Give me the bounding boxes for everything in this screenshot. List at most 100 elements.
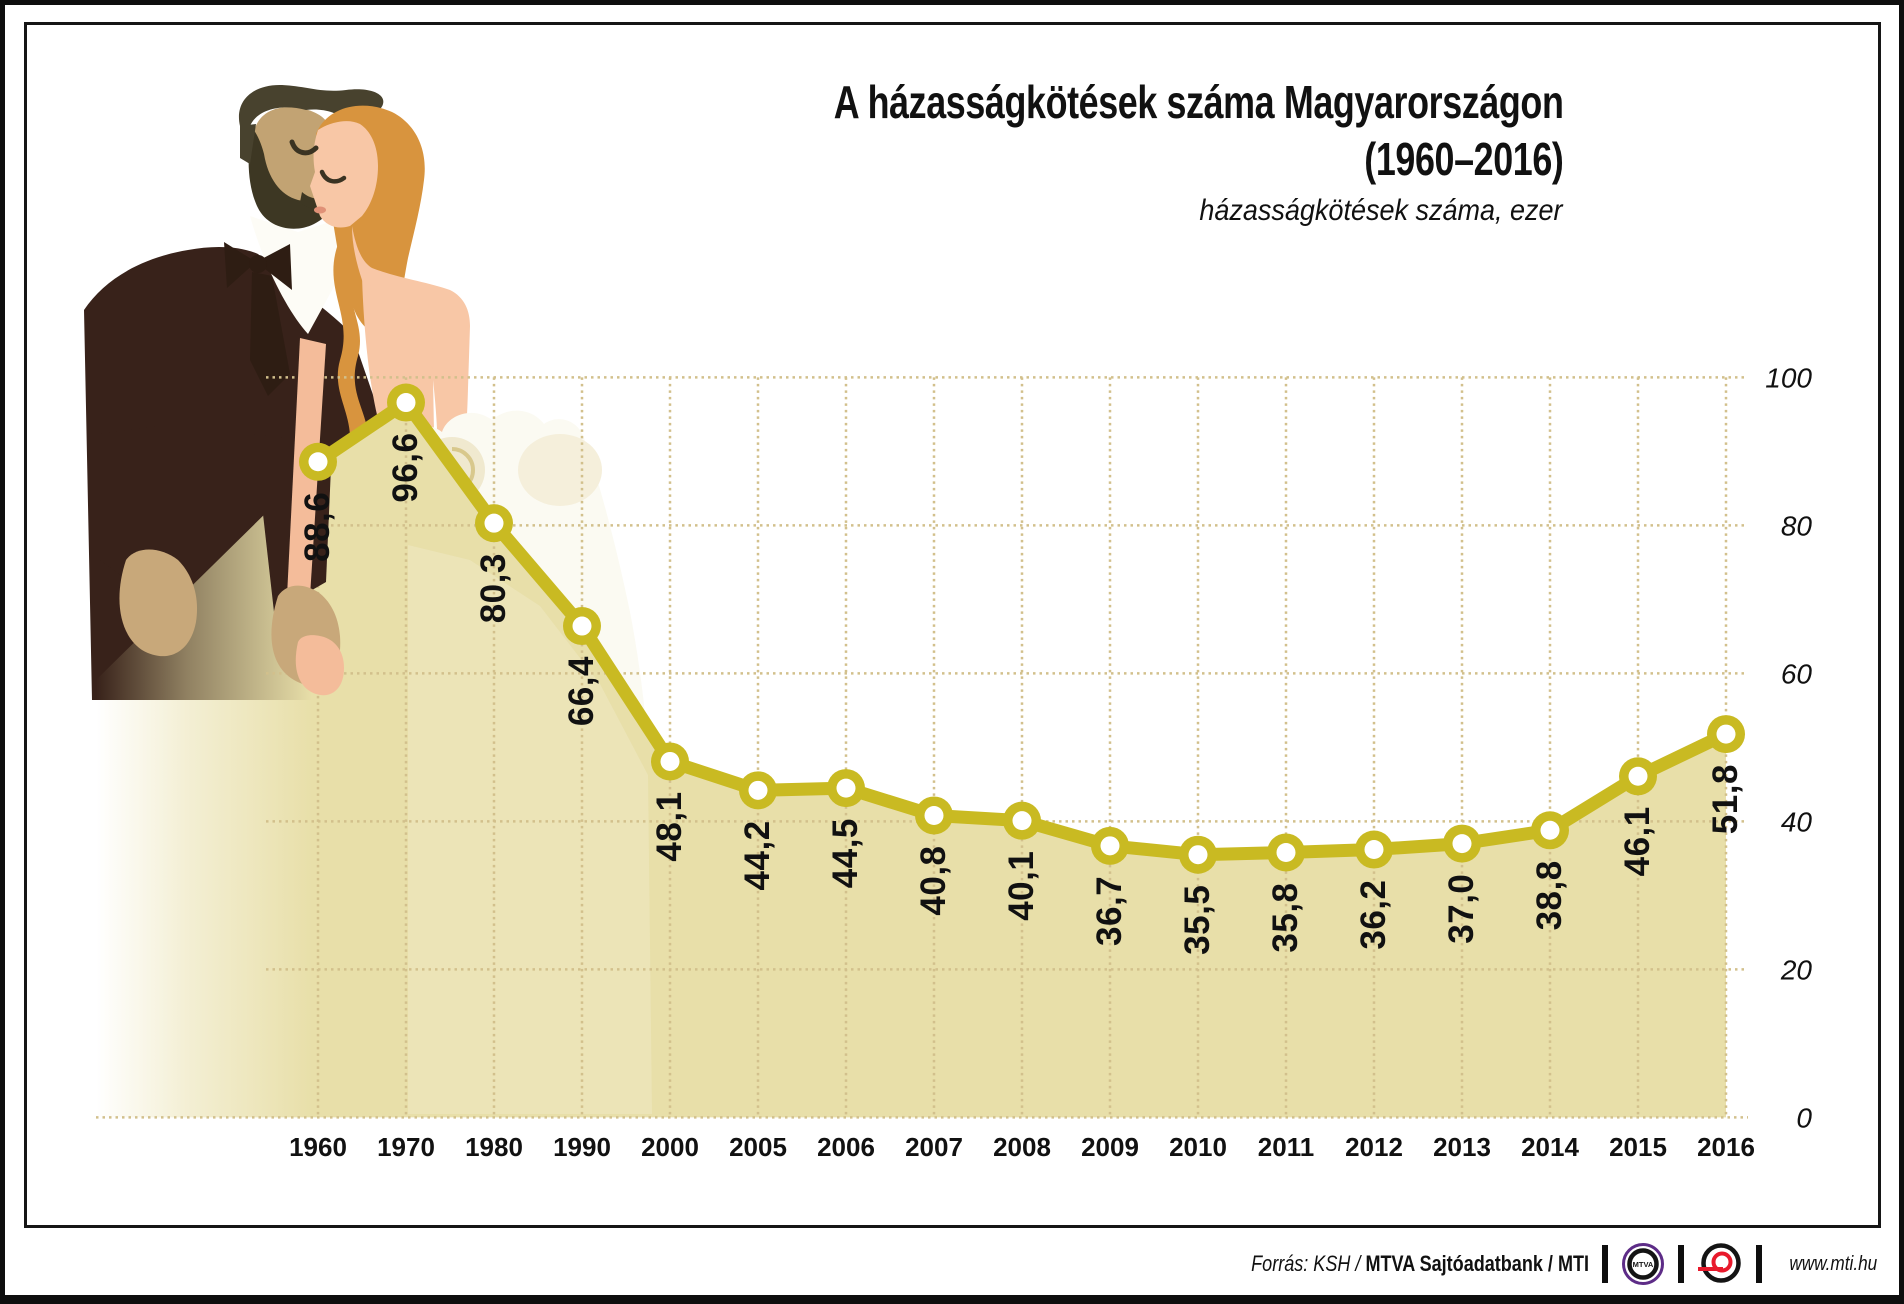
marker-inner-2011 (1276, 842, 1296, 862)
value-label-2010: 35,5 (1178, 885, 1217, 955)
marker-inner-2006 (836, 778, 856, 798)
mti-logo-icon (1697, 1243, 1741, 1283)
footer-divider (1755, 1245, 1762, 1283)
source-sep-1: / (1355, 1251, 1361, 1276)
bride-arm (352, 226, 470, 496)
mtva-logo-text: MTVA (1632, 1260, 1653, 1269)
x-axis-labels: 1960 1970 1980 1990 2000 2005 2006 2007 2008 2009… (289, 1132, 1755, 1162)
marker-inner-1970 (396, 393, 416, 413)
x-tick-2015: 2015 (1609, 1132, 1667, 1162)
marker-inner-2013 (1452, 834, 1472, 854)
marker-inner-2005 (748, 780, 768, 800)
chart-frame (24, 22, 1881, 1228)
area-fill (96, 402, 1726, 1118)
groom-shirt (250, 216, 342, 334)
y-axis-labels: 0 20 40 60 80 100 (1765, 362, 1812, 1133)
marker-inner-1980 (484, 513, 504, 533)
y-tick-0: 0 (1796, 1102, 1812, 1133)
title-line-1: A házasságkötések száma Magyarországon (833, 76, 1563, 128)
data-point-markers (299, 383, 1745, 874)
marker-inner-2007 (924, 805, 944, 825)
y-tick-80: 80 (1781, 510, 1813, 541)
groom-bowtie-knot (249, 255, 267, 273)
groom-tie (250, 272, 290, 396)
x-tick-2014: 2014 (1521, 1132, 1579, 1162)
value-label-2009: 36,7 (1090, 876, 1129, 946)
value-label-2008: 40,1 (1002, 851, 1041, 921)
y-tick-60: 60 (1781, 658, 1813, 689)
source-bold-2: MTI (1557, 1251, 1589, 1276)
marker-inner-2010 (1188, 845, 1208, 865)
mtva-logo-icon: MTVA (1621, 1243, 1664, 1285)
value-label-2005: 44,2 (738, 820, 777, 890)
marker-inner-2014 (1540, 820, 1560, 840)
y-tick-40: 40 (1781, 806, 1813, 837)
website-url: www.mti.hu (1789, 1252, 1877, 1275)
bride-face (310, 121, 378, 228)
marker-inner-2009 (1100, 836, 1120, 856)
value-label-2014: 38,8 (1530, 860, 1569, 930)
groom-eye-icon (289, 139, 319, 156)
value-label-2011: 35,8 (1266, 882, 1305, 952)
title-line-2: (1960–2016) (1363, 133, 1564, 185)
x-tick-2016: 2016 (1697, 1132, 1755, 1162)
x-tick-2011: 2011 (1258, 1132, 1314, 1162)
value-label-2006: 44,5 (826, 818, 865, 888)
value-label-1970: 96,6 (386, 433, 425, 503)
value-label-2012: 36,2 (1354, 880, 1393, 950)
y-tick-20: 20 (1780, 954, 1813, 985)
area-fill-layer (96, 402, 1726, 1118)
dress-tint-overlay (408, 545, 652, 1114)
x-tick-2005: 2005 (729, 1132, 787, 1162)
bride-hand (295, 635, 344, 696)
value-label-2007: 40,8 (914, 845, 953, 915)
value-labels: 88,6 96,6 80,3 66,4 48,1 44,2 44,5 40,8 40,1 36,7… (298, 433, 1745, 955)
marker-inner-2016 (1716, 724, 1736, 744)
marker-inner-1990 (572, 616, 592, 636)
marker-inner-2015 (1628, 766, 1648, 786)
source-bold-1: MTVA Sajtóadatbank (1365, 1251, 1543, 1276)
x-tick-1970: 1970 (377, 1132, 435, 1162)
x-tick-1960: 1960 (289, 1132, 347, 1162)
footer-divider (1601, 1245, 1608, 1283)
groom-left-sleeve (98, 426, 176, 588)
marker-inner-1960 (308, 452, 328, 472)
value-label-2016: 51,8 (1706, 764, 1745, 834)
x-tick-2007: 2007 (905, 1132, 963, 1162)
value-label-1980: 80,3 (474, 553, 513, 623)
source-credit: Forrás: KSH / MTVA Sajtóadatbank / MTI (1251, 1251, 1589, 1277)
x-tick-1990: 1990 (553, 1132, 611, 1162)
chart-unit-subtitle: házasságkötések száma, ezer (1199, 194, 1563, 227)
x-tick-2012: 2012 (1345, 1132, 1403, 1162)
x-tick-2009: 2009 (1081, 1132, 1139, 1162)
x-tick-2013: 2013 (1433, 1132, 1491, 1162)
y-tick-100: 100 (1765, 362, 1812, 393)
dress-fold (518, 434, 602, 506)
gridlines (96, 376, 1748, 1119)
value-label-1990: 66,4 (562, 656, 601, 726)
x-tick-2010: 2010 (1169, 1132, 1227, 1162)
groom-left-hand (119, 549, 198, 657)
value-label-2015: 46,1 (1618, 806, 1657, 876)
x-tick-1980: 1980 (465, 1132, 523, 1162)
bride-lips (314, 206, 326, 214)
bride-forearm (286, 338, 326, 628)
footer-bar: Forrás: KSH / MTVA Sajtóadatbank / MTI M… (1177, 1232, 1877, 1296)
source-sep-2: / (1547, 1251, 1553, 1276)
marker-inner-2012 (1364, 840, 1384, 860)
value-label-2013: 37,0 (1442, 874, 1481, 944)
x-tick-2000: 2000 (641, 1132, 699, 1162)
value-label-1960: 88,6 (298, 492, 337, 562)
groom-hair (238, 84, 384, 164)
value-label-2000: 48,1 (650, 791, 689, 861)
footer-divider (1677, 1245, 1684, 1283)
groom-bowtie (224, 242, 292, 290)
source-italic: Forrás: KSH (1250, 1251, 1351, 1276)
x-tick-2008: 2008 (993, 1132, 1051, 1162)
marker-inner-2000 (660, 751, 680, 771)
marker-inner-2008 (1012, 811, 1032, 831)
x-tick-2006: 2006 (817, 1132, 875, 1162)
page-title: A házasságkötések száma Magyarországon (… (833, 74, 1563, 188)
